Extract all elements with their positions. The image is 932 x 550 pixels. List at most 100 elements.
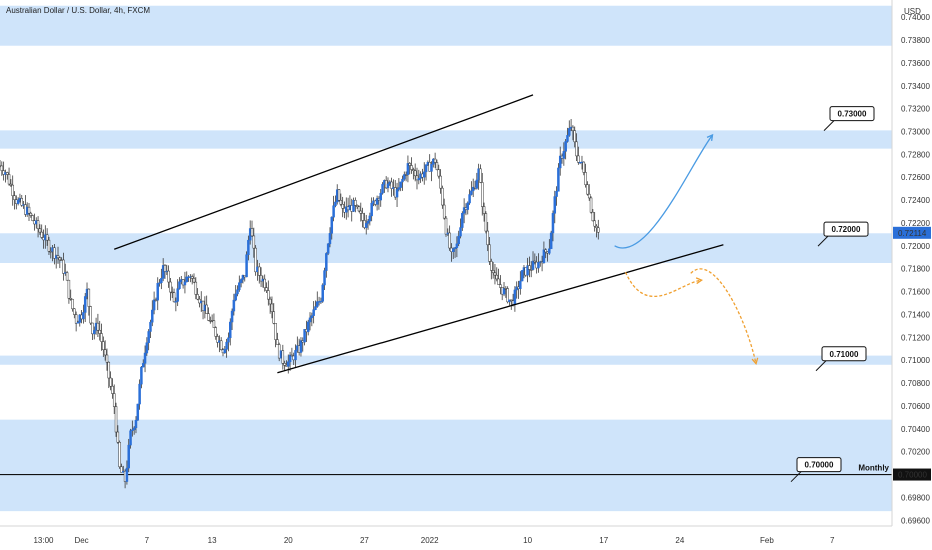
candle (67, 279, 71, 299)
candle (134, 419, 138, 429)
candle (528, 265, 531, 270)
candle (274, 323, 277, 340)
candle (112, 393, 116, 407)
candle (471, 186, 475, 192)
candle (412, 169, 415, 172)
candle (272, 311, 276, 324)
candle (520, 270, 524, 282)
callout-pointer (815, 360, 827, 372)
candle (479, 168, 482, 183)
level-callout-label: 0.70000 (805, 461, 834, 470)
candle (328, 233, 332, 245)
monthly-level-label: Monthly (858, 464, 889, 473)
monthly-price-tag (893, 468, 931, 481)
candle (258, 266, 261, 276)
candle (401, 178, 404, 183)
candle (147, 331, 150, 343)
candle (466, 202, 470, 210)
candle (73, 308, 76, 315)
candle (410, 165, 413, 170)
candle (225, 341, 228, 350)
candle (457, 235, 460, 245)
candle (422, 171, 426, 178)
candle (314, 306, 317, 310)
candle (234, 293, 237, 301)
candle (229, 321, 232, 339)
candle (481, 182, 484, 207)
candle (337, 189, 341, 201)
y-tick-label: 0.71200 (901, 333, 930, 342)
candle (96, 322, 100, 331)
candle (0, 165, 4, 171)
candle (194, 281, 198, 295)
y-tick-label: 0.70200 (901, 448, 930, 457)
candle (9, 183, 13, 186)
candle (459, 227, 462, 237)
candle (196, 294, 199, 300)
candle (288, 354, 292, 363)
x-tick-label: 20 (284, 536, 293, 545)
candle (582, 161, 586, 173)
y-tick-label: 0.74000 (901, 13, 930, 22)
candle (207, 313, 210, 321)
candle (491, 270, 495, 274)
candle (236, 289, 239, 295)
candle (152, 299, 156, 311)
candle (103, 349, 107, 356)
x-tick-label: 17 (599, 536, 608, 545)
y-tick-label: 0.72200 (901, 219, 930, 228)
candle (116, 431, 120, 443)
candle (178, 281, 181, 289)
candle (87, 288, 91, 307)
candle (98, 329, 101, 334)
candle (555, 191, 558, 197)
candle (575, 141, 578, 157)
channel-trendline (113, 94, 534, 250)
candle (452, 248, 455, 252)
candle (254, 247, 257, 273)
candle (183, 281, 187, 286)
candle (120, 466, 123, 473)
x-tick-label: 7 (145, 536, 150, 545)
candle (490, 261, 493, 271)
candle (136, 403, 140, 421)
candle (47, 239, 51, 252)
candle (403, 174, 406, 180)
candle (381, 184, 384, 194)
candle (482, 206, 486, 214)
candle (395, 189, 399, 198)
candle (361, 213, 364, 221)
candle (589, 197, 593, 213)
candle (442, 204, 446, 219)
level-callout-label: 0.73000 (838, 110, 867, 119)
y-tick-label: 0.73400 (901, 82, 930, 91)
candle (312, 309, 315, 316)
candle (544, 249, 547, 253)
candle (593, 220, 596, 227)
candle (131, 429, 134, 431)
candle (27, 206, 31, 214)
channel-trendline (277, 244, 724, 374)
candle (448, 232, 451, 249)
candle (290, 354, 294, 357)
candle (499, 284, 502, 288)
candle (190, 276, 194, 279)
candle (310, 315, 314, 319)
candle (158, 282, 161, 284)
candle (230, 310, 234, 323)
candle (140, 366, 143, 385)
candle (357, 206, 361, 212)
candle (205, 304, 208, 314)
candle (319, 301, 323, 303)
candle (216, 336, 219, 343)
candle (100, 333, 103, 342)
candle (276, 339, 279, 345)
y-tick-label: 0.72800 (901, 150, 930, 159)
y-tick-label: 0.69600 (901, 516, 930, 525)
y-tick-label: 0.72600 (901, 173, 930, 182)
candle (375, 198, 379, 205)
candle (408, 163, 411, 166)
y-tick-label: 0.72000 (901, 242, 930, 251)
candle (214, 327, 217, 337)
